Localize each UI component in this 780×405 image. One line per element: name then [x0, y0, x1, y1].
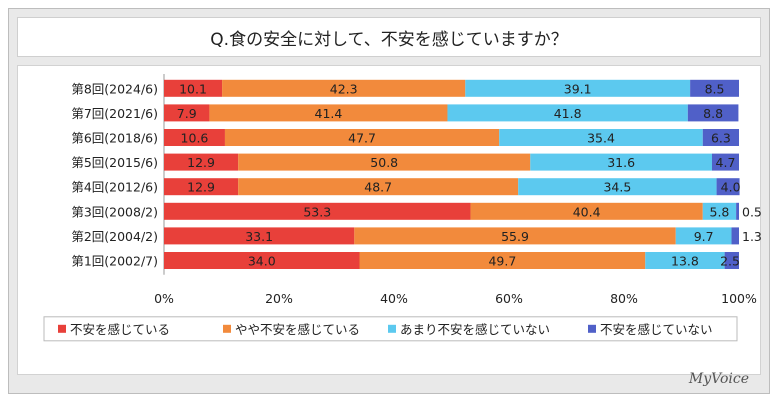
- data-label: 34.0: [248, 254, 276, 269]
- bar-segment: [518, 178, 717, 196]
- data-label: 4.0: [721, 180, 741, 195]
- bar-segment: [645, 252, 725, 269]
- data-label: 5.8: [710, 204, 730, 219]
- x-tick-label: 60%: [495, 291, 523, 306]
- bar-segment: [470, 202, 703, 220]
- x-tick-label: 100%: [721, 291, 757, 306]
- bar-segment: [716, 178, 740, 196]
- legend-swatch: [223, 324, 231, 333]
- data-label: 40.4: [573, 204, 601, 219]
- legend-swatch: [58, 324, 66, 333]
- brand-logo: MyVoice: [688, 371, 749, 387]
- legend-swatch: [588, 324, 596, 333]
- chart-frame: Q.食の安全に対して、不安を感じていますか？ 第8回(2024/6) 10.1 42…: [8, 8, 770, 394]
- category-label: 第2回(2004/2): [71, 229, 158, 244]
- data-label: 1.3: [742, 229, 762, 244]
- x-tick-label: 80%: [610, 291, 638, 306]
- bar-segment: [224, 129, 500, 146]
- bar-segment: [354, 227, 676, 245]
- bar-segment: [711, 153, 739, 171]
- x-tick-label: 20%: [265, 291, 293, 306]
- data-label: 4.7: [716, 155, 736, 170]
- category-label: 第1回(2002/7): [71, 254, 158, 269]
- chart-title: Q.食の安全に対して、不安を感じていますか？: [17, 17, 761, 57]
- data-label: 9.7: [694, 229, 714, 244]
- bar-segment: [530, 153, 712, 171]
- bar-segment: [675, 227, 732, 245]
- category-label: 第5回(2015/6): [71, 155, 158, 170]
- category-label: 第7回(2021/6): [71, 106, 158, 121]
- data-label: 33.1: [245, 229, 273, 244]
- bar-segment: [359, 252, 646, 269]
- data-label: 0.5: [742, 204, 762, 219]
- data-label: 34.5: [603, 180, 631, 195]
- data-label: 50.8: [370, 155, 398, 170]
- bar-segment: [164, 202, 471, 220]
- bar-segment: [222, 79, 466, 97]
- data-label: 41.4: [315, 106, 343, 121]
- bar-segment: [238, 153, 531, 171]
- bar-segment: [736, 202, 739, 220]
- bar-segment: [164, 227, 355, 245]
- data-label: 39.1: [564, 81, 592, 96]
- data-label: 2.5: [720, 254, 740, 269]
- category-label: 第8回(2024/6): [71, 81, 158, 96]
- category-label: 第6回(2018/6): [71, 131, 158, 146]
- data-label: 12.9: [187, 155, 215, 170]
- bar-segment: [238, 178, 519, 196]
- bar-segment: [687, 104, 739, 122]
- x-tick-label: 40%: [380, 291, 408, 306]
- category-label: 第3回(2008/2): [71, 204, 158, 219]
- data-label: 41.8: [554, 106, 582, 121]
- data-label: 55.9: [501, 229, 529, 244]
- bar-segment: [731, 227, 739, 245]
- data-label: 10.6: [181, 131, 209, 146]
- data-label: 53.3: [303, 204, 331, 219]
- bar-segment: [164, 104, 210, 122]
- data-label: 49.7: [488, 254, 516, 269]
- bar-segment: [164, 79, 223, 97]
- data-label: 7.9: [177, 106, 197, 121]
- legend-label: 不安を感じている: [70, 322, 170, 337]
- x-tick-label: 0%: [154, 291, 174, 306]
- data-label: 47.7: [348, 131, 376, 146]
- data-label: 10.1: [179, 81, 207, 96]
- bar-segment: [690, 79, 739, 97]
- data-label: 42.3: [330, 81, 358, 96]
- data-label: 13.8: [671, 254, 699, 269]
- bar-segment: [164, 252, 360, 269]
- legend-swatch: [388, 324, 396, 333]
- legend-label: やや不安を感じている: [235, 322, 360, 337]
- data-label: 31.6: [607, 155, 635, 170]
- bar-segment: [164, 129, 225, 146]
- data-label: 8.8: [703, 106, 723, 121]
- bar-segment: [209, 104, 448, 122]
- bar-segment: [724, 252, 739, 269]
- data-label: 35.4: [587, 131, 615, 146]
- category-label: 第4回(2012/6): [71, 180, 158, 195]
- bar-segment: [164, 153, 239, 171]
- data-label: 48.7: [364, 180, 392, 195]
- bar-segment: [499, 129, 703, 146]
- bar-segment: [164, 178, 239, 196]
- legend-label: あまり不安を感じていない: [400, 322, 550, 337]
- bar-segment: [702, 202, 737, 220]
- data-label: 12.9: [187, 180, 215, 195]
- bar-segment: [447, 104, 688, 122]
- bar-segment: [465, 79, 691, 97]
- data-label: 6.3: [711, 131, 731, 146]
- data-label: 8.5: [705, 81, 725, 96]
- legend-label: 不安を感じていない: [600, 322, 713, 337]
- plot-area: 第8回(2024/6) 10.1 42.3 39.1 8.5 第7回(2021/6) 7.9…: [17, 65, 762, 375]
- bar-segment: [702, 129, 739, 146]
- stacked-bar-chart: 第8回(2024/6) 10.1 42.3 39.1 8.5 第7回(2021/6) 7.9…: [43, 74, 762, 342]
